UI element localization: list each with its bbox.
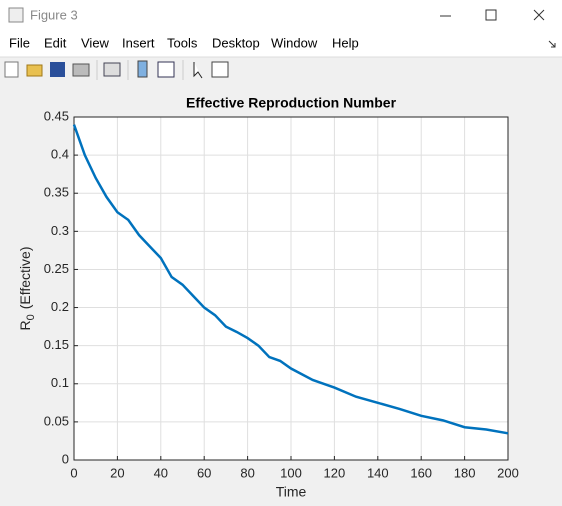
y-tick-label: 0.1 [51,375,69,390]
menu-item[interactable]: Edit [44,35,67,50]
x-tick-label: 140 [367,465,389,480]
menu-item[interactable]: Help [332,35,359,50]
x-tick-label: 80 [240,465,254,480]
menu-item[interactable]: Insert [122,35,155,50]
y-axis-label-part: R [17,320,33,330]
menu-item[interactable]: Window [271,35,318,50]
x-tick-label: 100 [280,465,302,480]
menu-item[interactable]: Tools [167,35,198,50]
y-tick-label: 0.05 [44,413,69,428]
y-tick-label: 0.4 [51,147,69,162]
dock-arrow[interactable] [548,40,556,48]
y-axis-label-part: 0 [25,314,37,320]
y-tick-label: 0 [62,451,69,466]
x-tick-label: 60 [197,465,211,480]
close-button[interactable] [533,9,545,21]
y-tick-label: 0.35 [44,185,69,200]
x-tick-label: 180 [454,465,476,480]
y-tick-label: 0.45 [44,108,69,123]
menu-bar [0,31,562,57]
y-tick-label: 0.3 [51,223,69,238]
toolbar [4,60,229,80]
new-icon[interactable] [4,61,19,78]
y-axis-label: R0 (Effective) [17,246,37,330]
link-icon[interactable] [103,62,121,77]
x-axis-label: Time [276,484,307,500]
print-icon[interactable] [72,63,90,77]
y-axis-label-part: (Effective) [17,246,33,309]
chart-title: Effective Reproduction Number [186,95,397,111]
property-icon[interactable] [211,61,229,78]
pointer-icon[interactable] [193,62,203,79]
y-tick-label: 0.25 [44,261,69,276]
x-tick-label: 160 [410,465,432,480]
menu-item[interactable]: View [81,35,110,50]
menu-item[interactable]: Desktop [212,35,260,50]
window-title: Figure 3 [30,7,78,22]
y-tick-label: 0.15 [44,337,69,352]
open-icon[interactable] [26,64,43,77]
legend-icon[interactable] [157,61,175,78]
maximize-button[interactable] [485,9,497,21]
app-icon [8,7,24,23]
colorbar-icon[interactable] [137,60,148,78]
data-line [72,124,509,435]
y-tick-label: 0.2 [51,299,69,314]
x-tick-label: 20 [110,465,124,480]
x-tick-label: 120 [324,465,346,480]
chart: 0 0.05 0.1 0.15 0.2 0.25 0.3 0.35 0.4 0.45 0 20 40 60… [17,95,519,500]
save-icon[interactable] [50,62,65,77]
title-bar [0,0,562,31]
menu-item[interactable]: File [9,35,30,50]
x-tick-label: 40 [154,465,168,480]
x-tick-label: 200 [497,465,519,480]
x-tick-label: 0 [70,465,77,480]
axes-box [73,116,509,461]
